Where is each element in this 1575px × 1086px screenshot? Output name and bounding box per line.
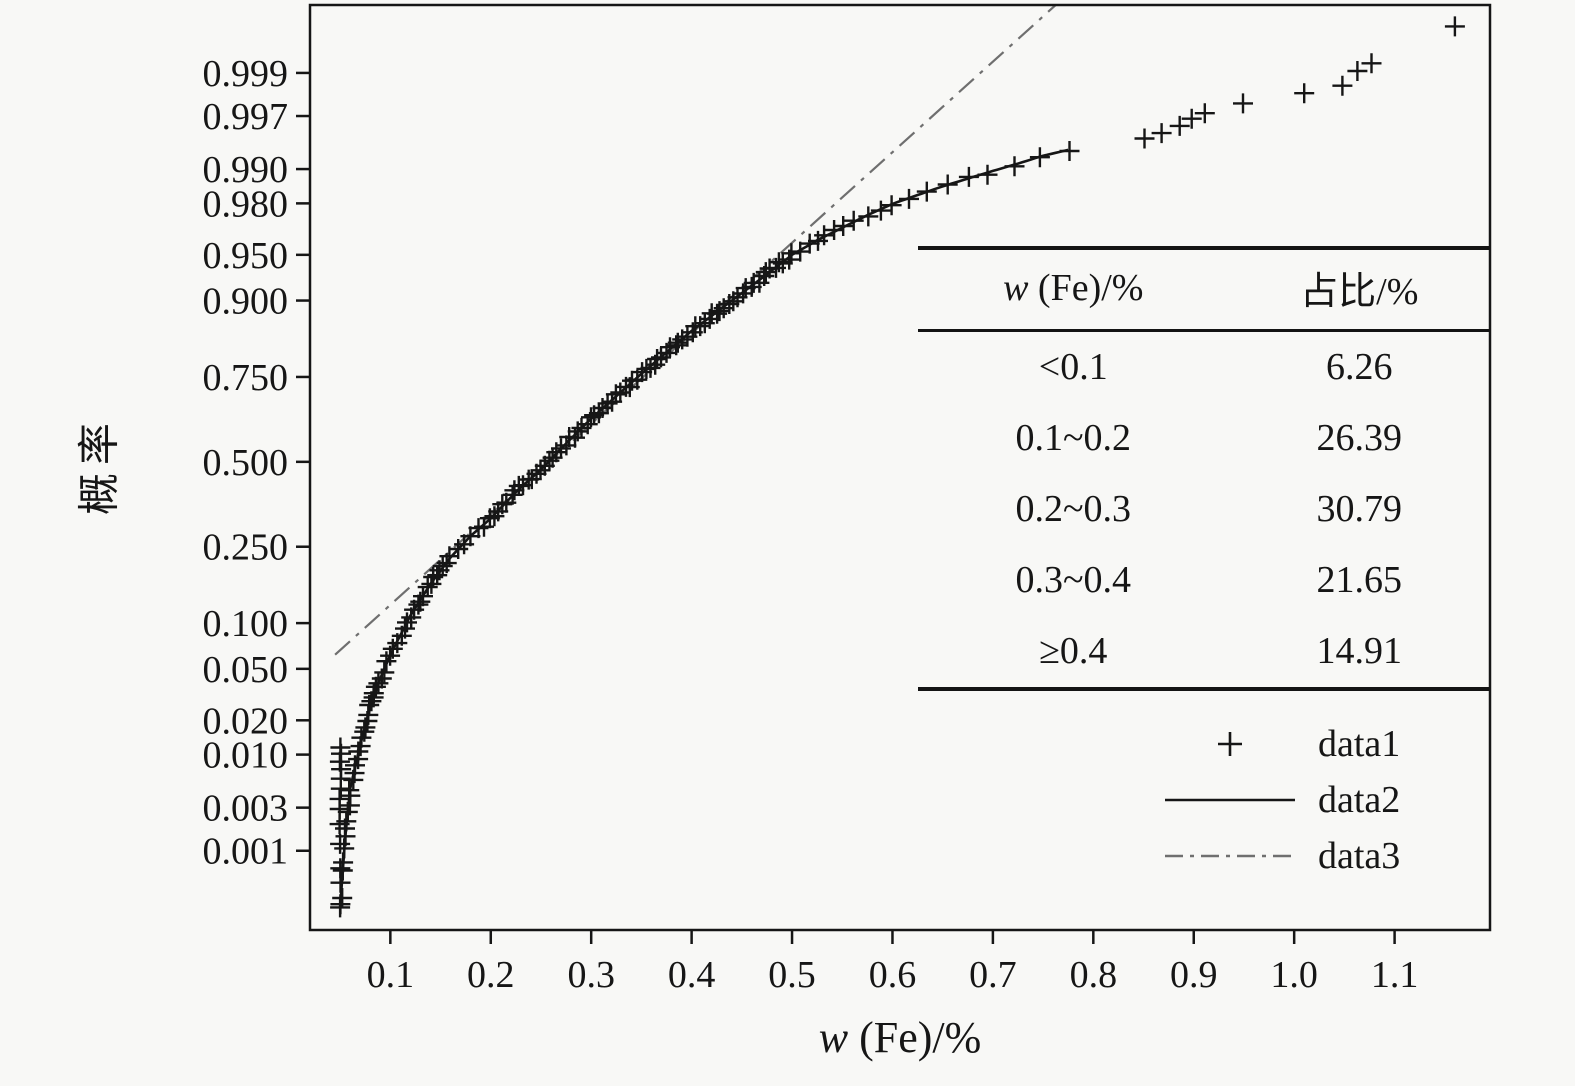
x-tick-label: 0.4 [668, 954, 716, 996]
table-row: 0.2~0.3 30.79 [918, 474, 1490, 545]
plot-border [308, 3, 1492, 932]
x-axis-title: w (Fe)/% [818, 1013, 982, 1062]
x-tick-label: 0.8 [1070, 954, 1118, 996]
x-tick-label: 0.1 [367, 954, 415, 996]
y-tick-label: 0.001 [203, 831, 289, 873]
y-tick-label: 0.990 [203, 149, 289, 191]
x-tick-label: 1.0 [1270, 954, 1318, 996]
table-cell-range: ≥0.4 [1039, 630, 1108, 672]
y-tick-label: 0.900 [203, 281, 289, 323]
legend: data1 data2 data3 [1150, 716, 1400, 884]
table-header-wfe: w (Fe)/% [918, 248, 1229, 332]
series-layer [329, 5, 1465, 918]
y-axis-title: 概率 [77, 414, 124, 516]
dashdot-line-icon [1150, 838, 1310, 874]
data1-points [329, 16, 1465, 918]
y-tick-label: 0.500 [203, 442, 289, 484]
legend-label: data2 [1318, 779, 1401, 821]
axes-layer: 0.1 0.2 0.3 0.4 0.5 0.6 0.7 0.8 0.9 1.0 1.10.9990.… [203, 3, 1492, 996]
x-tick-label: 1.1 [1371, 954, 1419, 996]
table-row: <0.1 6.26 [918, 331, 1490, 404]
legend-item-data2: data2 [1150, 772, 1400, 828]
x-tick-label: 0.6 [869, 954, 917, 996]
table-cell-range: 0.2~0.3 [1015, 488, 1132, 530]
table-row: 0.3~0.4 21.65 [918, 545, 1490, 616]
table-row: 0.1~0.2 26.39 [918, 403, 1490, 474]
y-tick-label: 0.050 [203, 649, 289, 691]
x-tick-label: 0.3 [567, 954, 615, 996]
x-tick-label: 0.7 [969, 954, 1017, 996]
table-cell-share: 21.65 [1316, 559, 1403, 601]
y-tick-label: 0.100 [203, 603, 289, 645]
table-row: ≥0.4 14.91 [918, 616, 1490, 689]
y-tick-label: 0.003 [203, 788, 289, 830]
y-tick-label: 0.250 [203, 527, 289, 569]
x-tick-label: 0.2 [467, 954, 515, 996]
y-tick-label: 0.999 [203, 53, 289, 95]
x-tick-label: 0.9 [1170, 954, 1218, 996]
y-tick-label: 0.010 [203, 735, 289, 777]
y-tick-label: 0.020 [203, 700, 289, 742]
solid-line-icon [1150, 782, 1310, 818]
table-cell-range: 0.1~0.2 [1015, 417, 1132, 459]
legend-label: data1 [1318, 723, 1401, 765]
plus-marker-icon [1150, 726, 1310, 762]
legend-item-data1: data1 [1150, 716, 1400, 772]
y-tick-label: 0.950 [203, 235, 289, 277]
y-tick-label: 0.750 [203, 357, 289, 399]
table-cell-share: 14.91 [1316, 630, 1403, 672]
inset-table: w (Fe)/% 占比/% <0.1 6.26 0.1~0.2 26.39 0.2~0.… [918, 246, 1490, 691]
legend-label: data3 [1318, 835, 1401, 877]
legend-item-data3: data3 [1150, 828, 1400, 884]
x-tick-label: 0.5 [768, 954, 816, 996]
table-cell-share: 26.39 [1316, 417, 1403, 459]
y-tick-label: 0.980 [203, 183, 289, 225]
table-cell-range: <0.1 [1038, 346, 1108, 388]
table-cell-share: 6.26 [1326, 346, 1393, 388]
table-cell-range: 0.3~0.4 [1015, 559, 1132, 601]
table-cell-share: 30.79 [1316, 488, 1403, 530]
y-tick-label: 0.997 [203, 96, 289, 138]
table-header-share: 占比/% [1228, 248, 1490, 332]
table-header-row: w (Fe)/% 占比/% [918, 248, 1490, 332]
